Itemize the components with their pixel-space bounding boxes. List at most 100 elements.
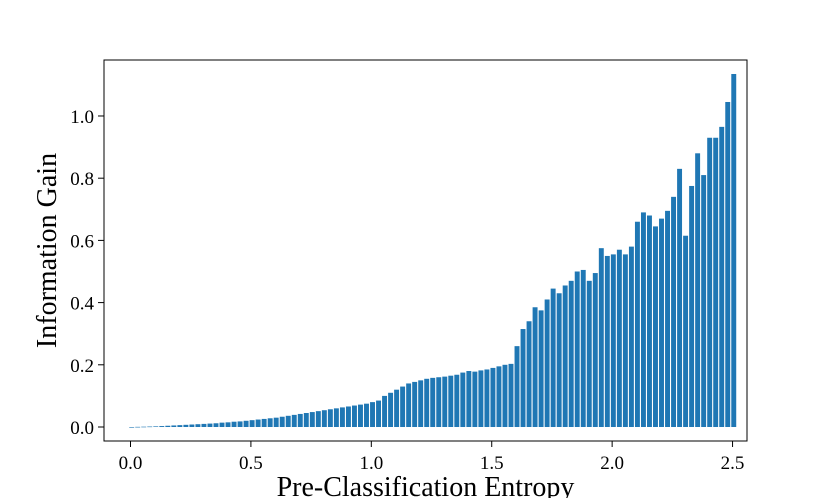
bar [671, 196, 677, 428]
x-axis-label: Pre-Classification Entropy [277, 472, 575, 498]
y-tick-label: 0.8 [70, 169, 94, 190]
bar [442, 376, 448, 428]
bar [327, 409, 333, 428]
bar [321, 410, 327, 428]
x-axis-ticks: 0.0 0.5 1.0 1.5 2.0 2.5 [119, 441, 745, 474]
bar [273, 417, 279, 428]
bar [279, 416, 285, 428]
bar [580, 269, 586, 428]
bar [478, 370, 484, 428]
bar [538, 310, 544, 428]
bar [147, 426, 153, 428]
bar [556, 293, 562, 428]
bar [309, 412, 315, 428]
bar [255, 419, 261, 428]
bar [604, 255, 610, 428]
y-tick-label: 0.2 [70, 356, 94, 377]
bar [713, 137, 719, 428]
bar [622, 254, 628, 428]
bar [695, 153, 701, 428]
bar [448, 375, 454, 428]
bar [219, 422, 225, 428]
bar [135, 426, 141, 428]
bar [225, 422, 231, 428]
bar [213, 423, 219, 428]
bar [460, 372, 466, 428]
bar [677, 168, 683, 428]
bar [171, 425, 177, 428]
bar [183, 424, 189, 428]
bar [406, 383, 412, 428]
bar [424, 378, 430, 428]
bar [303, 413, 309, 428]
bar [351, 405, 357, 428]
bar [466, 371, 472, 428]
bar [731, 73, 737, 428]
bar [490, 367, 496, 428]
bar [659, 218, 664, 428]
bar [562, 285, 568, 428]
bar [568, 280, 574, 428]
x-tick-label: 2.5 [721, 453, 745, 474]
bar [598, 248, 604, 428]
bar [412, 381, 418, 428]
bar [725, 101, 731, 428]
bar [177, 425, 183, 428]
bar [333, 408, 339, 428]
x-tick-label: 1.5 [480, 453, 504, 474]
bar [315, 411, 321, 428]
y-tick-label: 1.0 [70, 107, 94, 128]
bar [201, 423, 207, 428]
bar [628, 246, 634, 428]
bar [153, 426, 159, 428]
bar [634, 221, 640, 428]
bar [592, 273, 598, 428]
bar [267, 418, 273, 428]
bar [394, 389, 400, 428]
bar [544, 299, 550, 428]
bar [388, 392, 394, 428]
x-tick-label: 0.0 [119, 453, 143, 474]
bar [141, 426, 147, 428]
bar [484, 369, 490, 428]
bar [719, 126, 725, 428]
bar [189, 424, 195, 428]
bar [616, 249, 622, 428]
bar [586, 280, 592, 428]
bar [376, 400, 382, 428]
bar [508, 363, 514, 428]
bar [339, 407, 345, 428]
bar [159, 426, 165, 428]
bar [436, 377, 442, 428]
bar [243, 420, 249, 428]
bar [526, 321, 532, 428]
x-tick-label: 1.0 [359, 453, 383, 474]
bar [400, 386, 406, 428]
bar [454, 374, 460, 428]
bar [701, 175, 707, 428]
bar [382, 395, 388, 428]
bar [574, 271, 580, 428]
y-tick-label: 0.6 [70, 231, 94, 252]
bar [418, 380, 424, 428]
bar [683, 235, 689, 428]
y-axis-ticks: 0.0 0.2 0.4 0.6 0.8 1.0 [70, 107, 104, 439]
bar [496, 366, 502, 428]
bar [653, 226, 658, 428]
y-tick-label: 0.4 [70, 294, 94, 315]
bar [285, 415, 291, 428]
bar [345, 406, 351, 428]
bar [165, 425, 171, 428]
bar [249, 420, 255, 428]
bar [291, 414, 297, 428]
bar [207, 423, 213, 428]
bar [514, 346, 520, 428]
bar [520, 329, 526, 428]
bar [129, 427, 135, 428]
bar [358, 404, 363, 428]
bar [550, 288, 556, 428]
bar [532, 307, 538, 428]
bar [646, 215, 652, 428]
x-tick-label: 2.0 [600, 453, 624, 474]
bar [665, 210, 670, 428]
